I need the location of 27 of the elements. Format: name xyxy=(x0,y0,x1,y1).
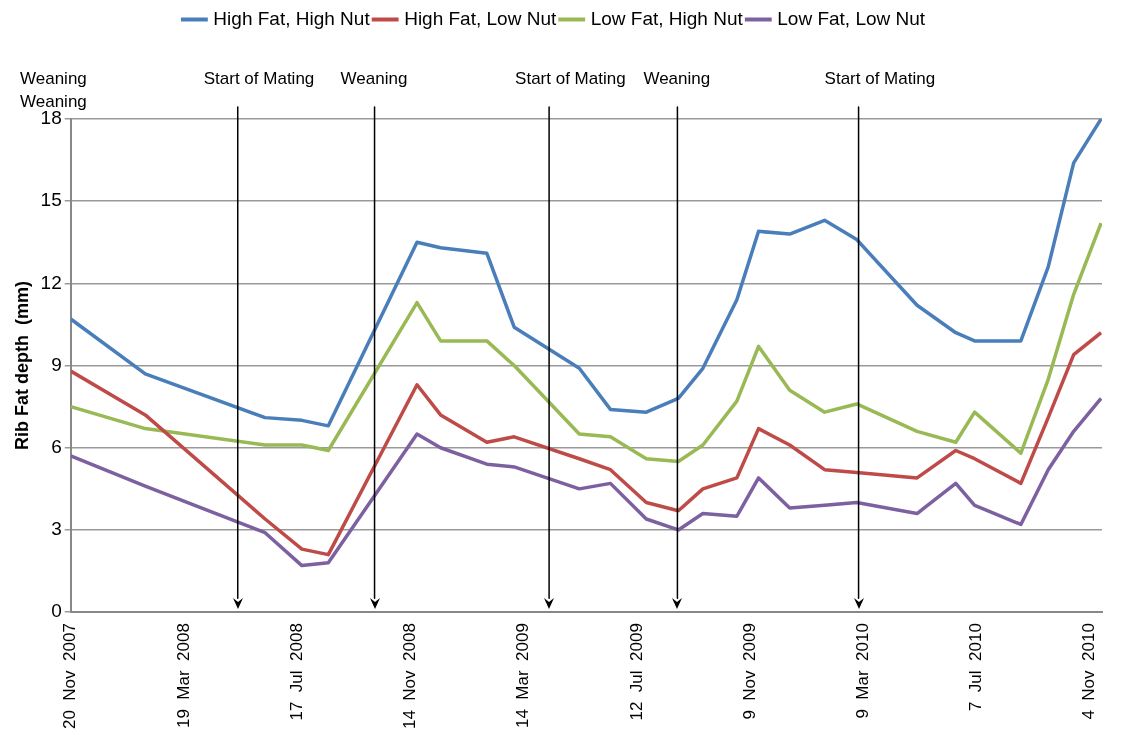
y-tick-label: 3 xyxy=(51,518,62,540)
x-tick-label: 12 Jul 2009 xyxy=(626,623,646,721)
ref-line-label: Weaning xyxy=(340,68,408,88)
legend-label: High Fat, Low Nut xyxy=(404,7,557,29)
y-tick-label: 6 xyxy=(51,436,62,457)
x-tick-label: 20 Nov 2007 xyxy=(60,623,80,730)
ref-line-label: Start of Mating xyxy=(515,68,626,88)
x-tick-label: 4 Nov 2010 xyxy=(1079,623,1099,720)
x-tick-label: 7 Jul 2010 xyxy=(966,623,986,712)
x-tick-label: 14 Mar 2009 xyxy=(513,623,533,729)
ref-line-label: Weaning xyxy=(643,68,711,88)
legend-label: Low Fat, Low Nut xyxy=(777,7,926,29)
x-tick-label: 9 Nov 2009 xyxy=(739,623,759,720)
y-tick-label: 0 xyxy=(51,600,62,622)
x-tick-label: 9 Mar 2010 xyxy=(852,623,872,719)
y-axis-title: Rib Fat depth (mm) xyxy=(11,281,32,451)
x-tick-label: 19 Mar 2008 xyxy=(173,623,193,729)
text: Weaning xyxy=(20,68,87,88)
x-tick-label: 14 Nov 2008 xyxy=(400,623,420,730)
y-tick-label: 9 xyxy=(51,353,62,375)
ref-line-label: Start of Mating xyxy=(824,68,936,88)
y-tick-label: 12 xyxy=(40,271,62,293)
legend-label: Low Fat, High Nut xyxy=(590,7,744,29)
y-tick-label: 15 xyxy=(40,189,62,211)
ref-line-label: Start of Mating xyxy=(203,68,315,88)
x-tick-label: 17 Jul 2008 xyxy=(286,623,306,721)
legend-label: High Fat, High Nut xyxy=(213,7,371,29)
